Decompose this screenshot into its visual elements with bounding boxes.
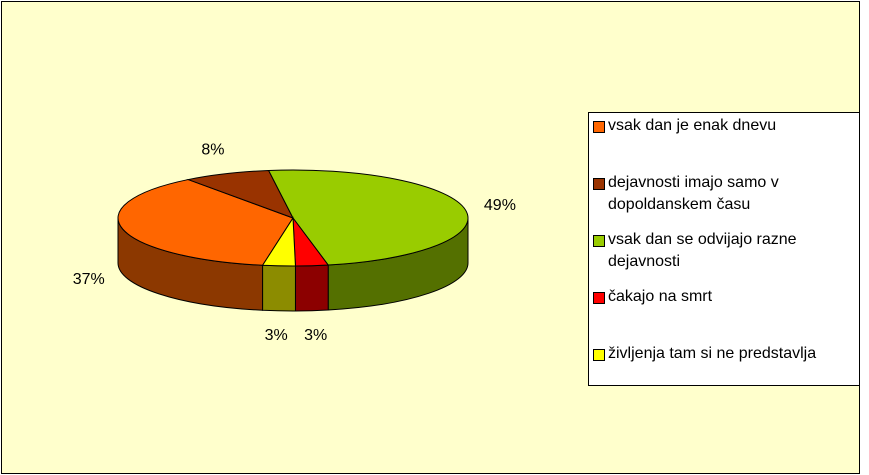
legend-item: dejavnosti imajo samo v dopoldanskem čas…	[593, 172, 855, 229]
pie-side	[294, 264, 329, 312]
legend-item: čakajo na smrt	[593, 286, 855, 343]
legend-swatch	[593, 292, 605, 304]
pie-slice	[267, 169, 469, 266]
legend-swatch	[593, 121, 605, 133]
legend-label: vsak dan je enak dnevu	[608, 117, 777, 134]
pie-side	[262, 264, 296, 312]
legend-label: dejavnosti imajo samo v dopoldanskem čas…	[608, 174, 779, 213]
legend-item: vsak dan je enak dnevu	[593, 115, 855, 172]
data-label: 3%	[265, 327, 288, 344]
data-label: 8%	[201, 142, 224, 159]
legend-label: čakajo na smrt	[608, 288, 713, 305]
legend-swatch	[593, 235, 605, 247]
legend-swatch	[593, 178, 605, 190]
legend-item: življenja tam si ne predstavlja	[593, 343, 855, 400]
legend-swatch	[593, 349, 605, 361]
legend-item: vsak dan se odvijajo razne dejavnosti	[593, 229, 855, 286]
data-label: 37%	[73, 271, 105, 288]
data-label: 3%	[304, 327, 327, 344]
pie-slice	[261, 216, 296, 267]
legend-label: življenja tam si ne predstavlja	[608, 345, 817, 362]
pie-slice	[117, 179, 294, 266]
data-label: 49%	[484, 197, 516, 214]
pie-chart: 37% 8% 49% 3% 3%	[73, 142, 516, 344]
legend: vsak dan je enak dnevu dejavnosti imajo s…	[588, 112, 860, 386]
legend-label: vsak dan se odvijajo razne dejavnosti	[608, 231, 797, 270]
